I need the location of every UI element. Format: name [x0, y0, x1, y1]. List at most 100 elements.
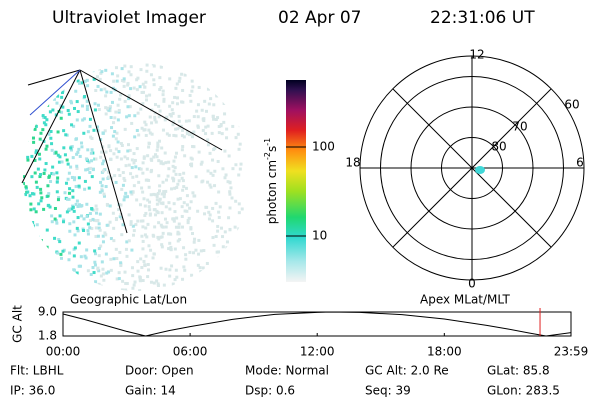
pixel [68, 229, 72, 233]
pixel [38, 100, 42, 104]
pixel [73, 246, 77, 250]
mlt-label: 6 [576, 156, 584, 170]
pixel [184, 119, 188, 123]
pixel [199, 270, 203, 274]
pixel [74, 89, 78, 93]
pixel [114, 66, 118, 70]
pixel [103, 87, 107, 91]
pixel [29, 87, 33, 91]
pixel [213, 146, 217, 150]
pixel [218, 81, 222, 85]
x-tick-label: 06:00 [173, 345, 208, 359]
pixel [23, 91, 27, 95]
pixel [172, 133, 176, 137]
pixel [172, 169, 176, 173]
pixel [201, 128, 205, 132]
pixel [50, 214, 54, 218]
pixel [48, 205, 52, 209]
pixel [236, 132, 240, 136]
pixel [25, 275, 29, 279]
pixel [107, 144, 111, 148]
pixel [206, 124, 210, 128]
pixel [177, 79, 181, 83]
pixel [229, 186, 233, 190]
pixel [189, 226, 193, 230]
pixel [164, 267, 168, 271]
pixel [30, 192, 34, 196]
pixel [237, 63, 241, 67]
pixel [55, 190, 59, 194]
pixel [113, 130, 117, 134]
pixel [164, 63, 168, 66]
pixel [222, 120, 226, 124]
mlt-label: 12 [469, 48, 484, 62]
pixel [161, 89, 165, 93]
pixel [37, 202, 41, 206]
pixel [72, 220, 76, 224]
pixel [85, 283, 89, 287]
pixel [177, 232, 181, 236]
pixel [157, 237, 161, 241]
pixel [136, 260, 140, 264]
pixel [136, 269, 140, 273]
pixel [104, 233, 108, 237]
pixel [23, 111, 27, 115]
pixel [101, 234, 105, 238]
pixel [51, 165, 55, 169]
pixel [182, 246, 186, 250]
pixel [108, 220, 112, 224]
pixel [23, 256, 26, 260]
pixel [184, 66, 188, 70]
pixel [86, 229, 90, 233]
pixel [125, 240, 129, 244]
pixel [101, 131, 105, 135]
pixel [70, 282, 74, 286]
pixel [45, 89, 49, 93]
pixel [85, 214, 89, 218]
pixel [127, 143, 131, 147]
pixel [119, 93, 123, 97]
pixel [164, 189, 168, 193]
pixel [156, 282, 160, 286]
pixel [94, 157, 98, 161]
pixel [129, 190, 133, 194]
pixel [32, 230, 36, 234]
pixel [176, 127, 180, 131]
pixel [67, 191, 71, 195]
pixel [64, 133, 68, 137]
pixel [51, 259, 55, 263]
pixel [145, 235, 149, 239]
pixel [73, 233, 77, 237]
pixel [205, 261, 209, 265]
pixel [32, 261, 36, 265]
pixel [172, 159, 176, 163]
pixel [183, 283, 187, 287]
pixel [157, 115, 161, 119]
pixel [91, 69, 95, 73]
pixel [228, 206, 232, 210]
pixel [199, 249, 203, 253]
pixel [146, 222, 150, 226]
pixel [135, 128, 139, 132]
pixel [190, 273, 194, 277]
pixel [141, 171, 145, 175]
pixel [99, 88, 103, 92]
pixel [124, 247, 128, 251]
pixel [137, 167, 141, 171]
pixel [56, 251, 60, 255]
pixel [64, 75, 68, 79]
info-field: Mode: Normal [245, 364, 329, 378]
pixel [192, 115, 196, 119]
pixel [173, 210, 177, 214]
pixel [130, 248, 134, 252]
pixel [39, 173, 43, 177]
pixel [149, 193, 153, 197]
pixel [192, 130, 196, 134]
pixel [149, 73, 153, 77]
pixel [179, 124, 183, 128]
pixel [71, 205, 75, 209]
pixel [167, 201, 171, 205]
pixel [97, 108, 101, 112]
pixel [82, 286, 86, 290]
pixel [210, 65, 214, 69]
